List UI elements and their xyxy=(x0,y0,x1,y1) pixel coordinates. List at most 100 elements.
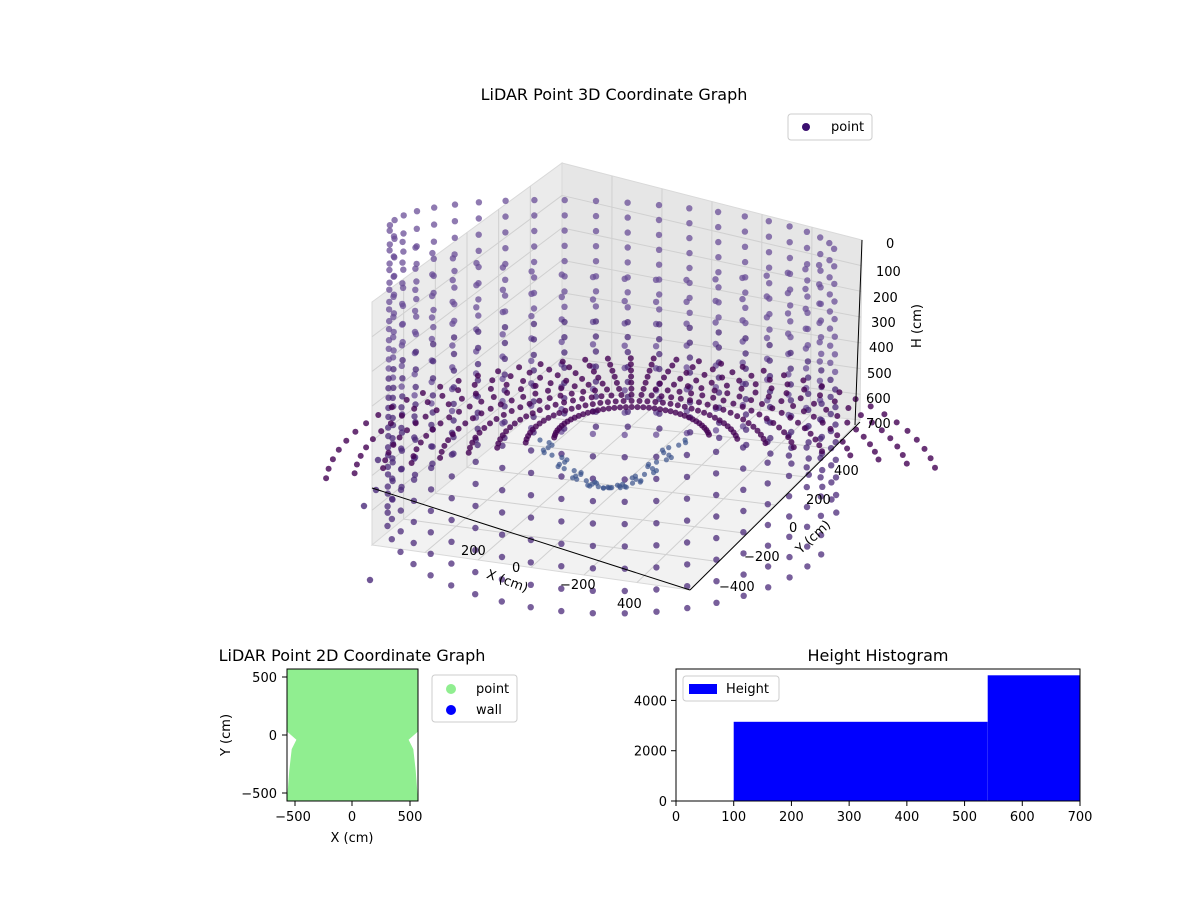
point-marker xyxy=(613,379,620,386)
point-marker xyxy=(451,218,459,225)
point-marker xyxy=(487,405,494,412)
point-marker xyxy=(429,460,436,467)
point-marker xyxy=(812,436,819,443)
point-marker xyxy=(743,441,750,449)
point-marker xyxy=(413,260,420,268)
point-marker xyxy=(640,385,647,392)
point-marker xyxy=(832,421,839,428)
point-marker xyxy=(688,390,695,397)
point-marker xyxy=(386,298,393,306)
point-marker xyxy=(408,460,415,466)
point-marker xyxy=(672,409,679,416)
x-axis-label: X (cm) xyxy=(484,567,530,596)
point-marker xyxy=(424,399,431,406)
point-marker xyxy=(448,516,455,524)
point-marker xyxy=(763,415,770,422)
point-marker xyxy=(549,452,555,458)
y-ticks: 400 200 0 −200 −400 xyxy=(719,464,859,595)
point-marker xyxy=(571,383,578,390)
x-axis-label-2d: X (cm) xyxy=(331,831,374,846)
point-marker xyxy=(696,399,702,406)
x-ticks: 200 0 −200 400 xyxy=(461,544,642,612)
point-marker xyxy=(605,405,612,412)
point-marker xyxy=(658,393,665,400)
point-marker xyxy=(388,404,395,411)
point-marker xyxy=(764,521,772,529)
point-marker xyxy=(607,485,613,491)
y-tick-label: 0 xyxy=(789,521,797,536)
point-marker xyxy=(389,477,396,485)
point-marker xyxy=(502,229,509,236)
point-marker xyxy=(387,420,394,427)
point-marker xyxy=(713,578,720,585)
point-marker xyxy=(467,444,473,451)
point-marker xyxy=(655,276,663,283)
point-marker xyxy=(634,404,641,411)
point-marker xyxy=(561,196,568,204)
point-marker xyxy=(653,542,660,549)
point-marker xyxy=(804,342,811,349)
point-marker xyxy=(475,312,482,319)
point-marker xyxy=(611,404,618,411)
point-marker xyxy=(656,410,663,417)
point-marker xyxy=(413,446,420,453)
point-marker xyxy=(712,319,719,326)
point-marker xyxy=(642,379,649,386)
point-marker xyxy=(741,213,748,220)
point-marker xyxy=(380,465,387,472)
point-marker xyxy=(819,466,826,474)
point-marker xyxy=(903,460,910,467)
point-marker xyxy=(748,397,755,404)
point-series-area xyxy=(287,669,418,801)
point-marker xyxy=(817,531,825,539)
point-marker xyxy=(720,406,727,413)
point-marker xyxy=(499,331,506,338)
point-marker xyxy=(430,289,437,297)
point-marker xyxy=(817,392,823,399)
point-marker xyxy=(817,474,824,481)
point-marker xyxy=(757,431,764,438)
point-marker xyxy=(765,584,772,591)
point-marker xyxy=(429,426,436,433)
z-tick-label: 600 xyxy=(866,392,891,407)
y-tick-label: 400 xyxy=(834,464,859,479)
point-marker xyxy=(600,406,607,413)
grid-line xyxy=(561,227,862,292)
point-marker xyxy=(676,442,682,448)
point-marker xyxy=(652,386,659,393)
point-marker xyxy=(766,280,773,287)
point-marker xyxy=(734,413,741,420)
point-marker xyxy=(790,403,797,409)
point-marker xyxy=(827,376,834,383)
point-marker xyxy=(469,439,476,446)
point-marker xyxy=(831,315,838,323)
point-marker xyxy=(739,295,746,303)
point-marker xyxy=(411,471,419,478)
x-axis-line xyxy=(371,487,691,591)
point-marker xyxy=(816,358,823,365)
point-marker xyxy=(438,448,445,455)
point-marker xyxy=(386,286,393,293)
point-marker xyxy=(713,534,720,542)
point-marker xyxy=(786,533,793,540)
point-marker xyxy=(740,571,747,578)
grid-line xyxy=(760,214,763,411)
point-marker xyxy=(764,542,772,549)
point-marker xyxy=(765,249,773,256)
point-marker xyxy=(653,453,660,460)
point-marker xyxy=(412,436,419,443)
legend-label-wall: wall xyxy=(476,703,502,718)
point-marker xyxy=(693,377,700,384)
point-marker xyxy=(386,260,393,267)
point-marker xyxy=(628,397,635,404)
point-marker xyxy=(648,361,655,368)
point-marker xyxy=(400,266,407,273)
point-marker xyxy=(638,478,644,484)
point-marker xyxy=(450,334,458,341)
point-marker xyxy=(527,492,535,499)
point-marker xyxy=(511,420,518,427)
point-marker xyxy=(803,464,810,471)
point-marker xyxy=(805,439,812,446)
point-marker xyxy=(621,587,628,595)
point-marker xyxy=(826,274,833,281)
